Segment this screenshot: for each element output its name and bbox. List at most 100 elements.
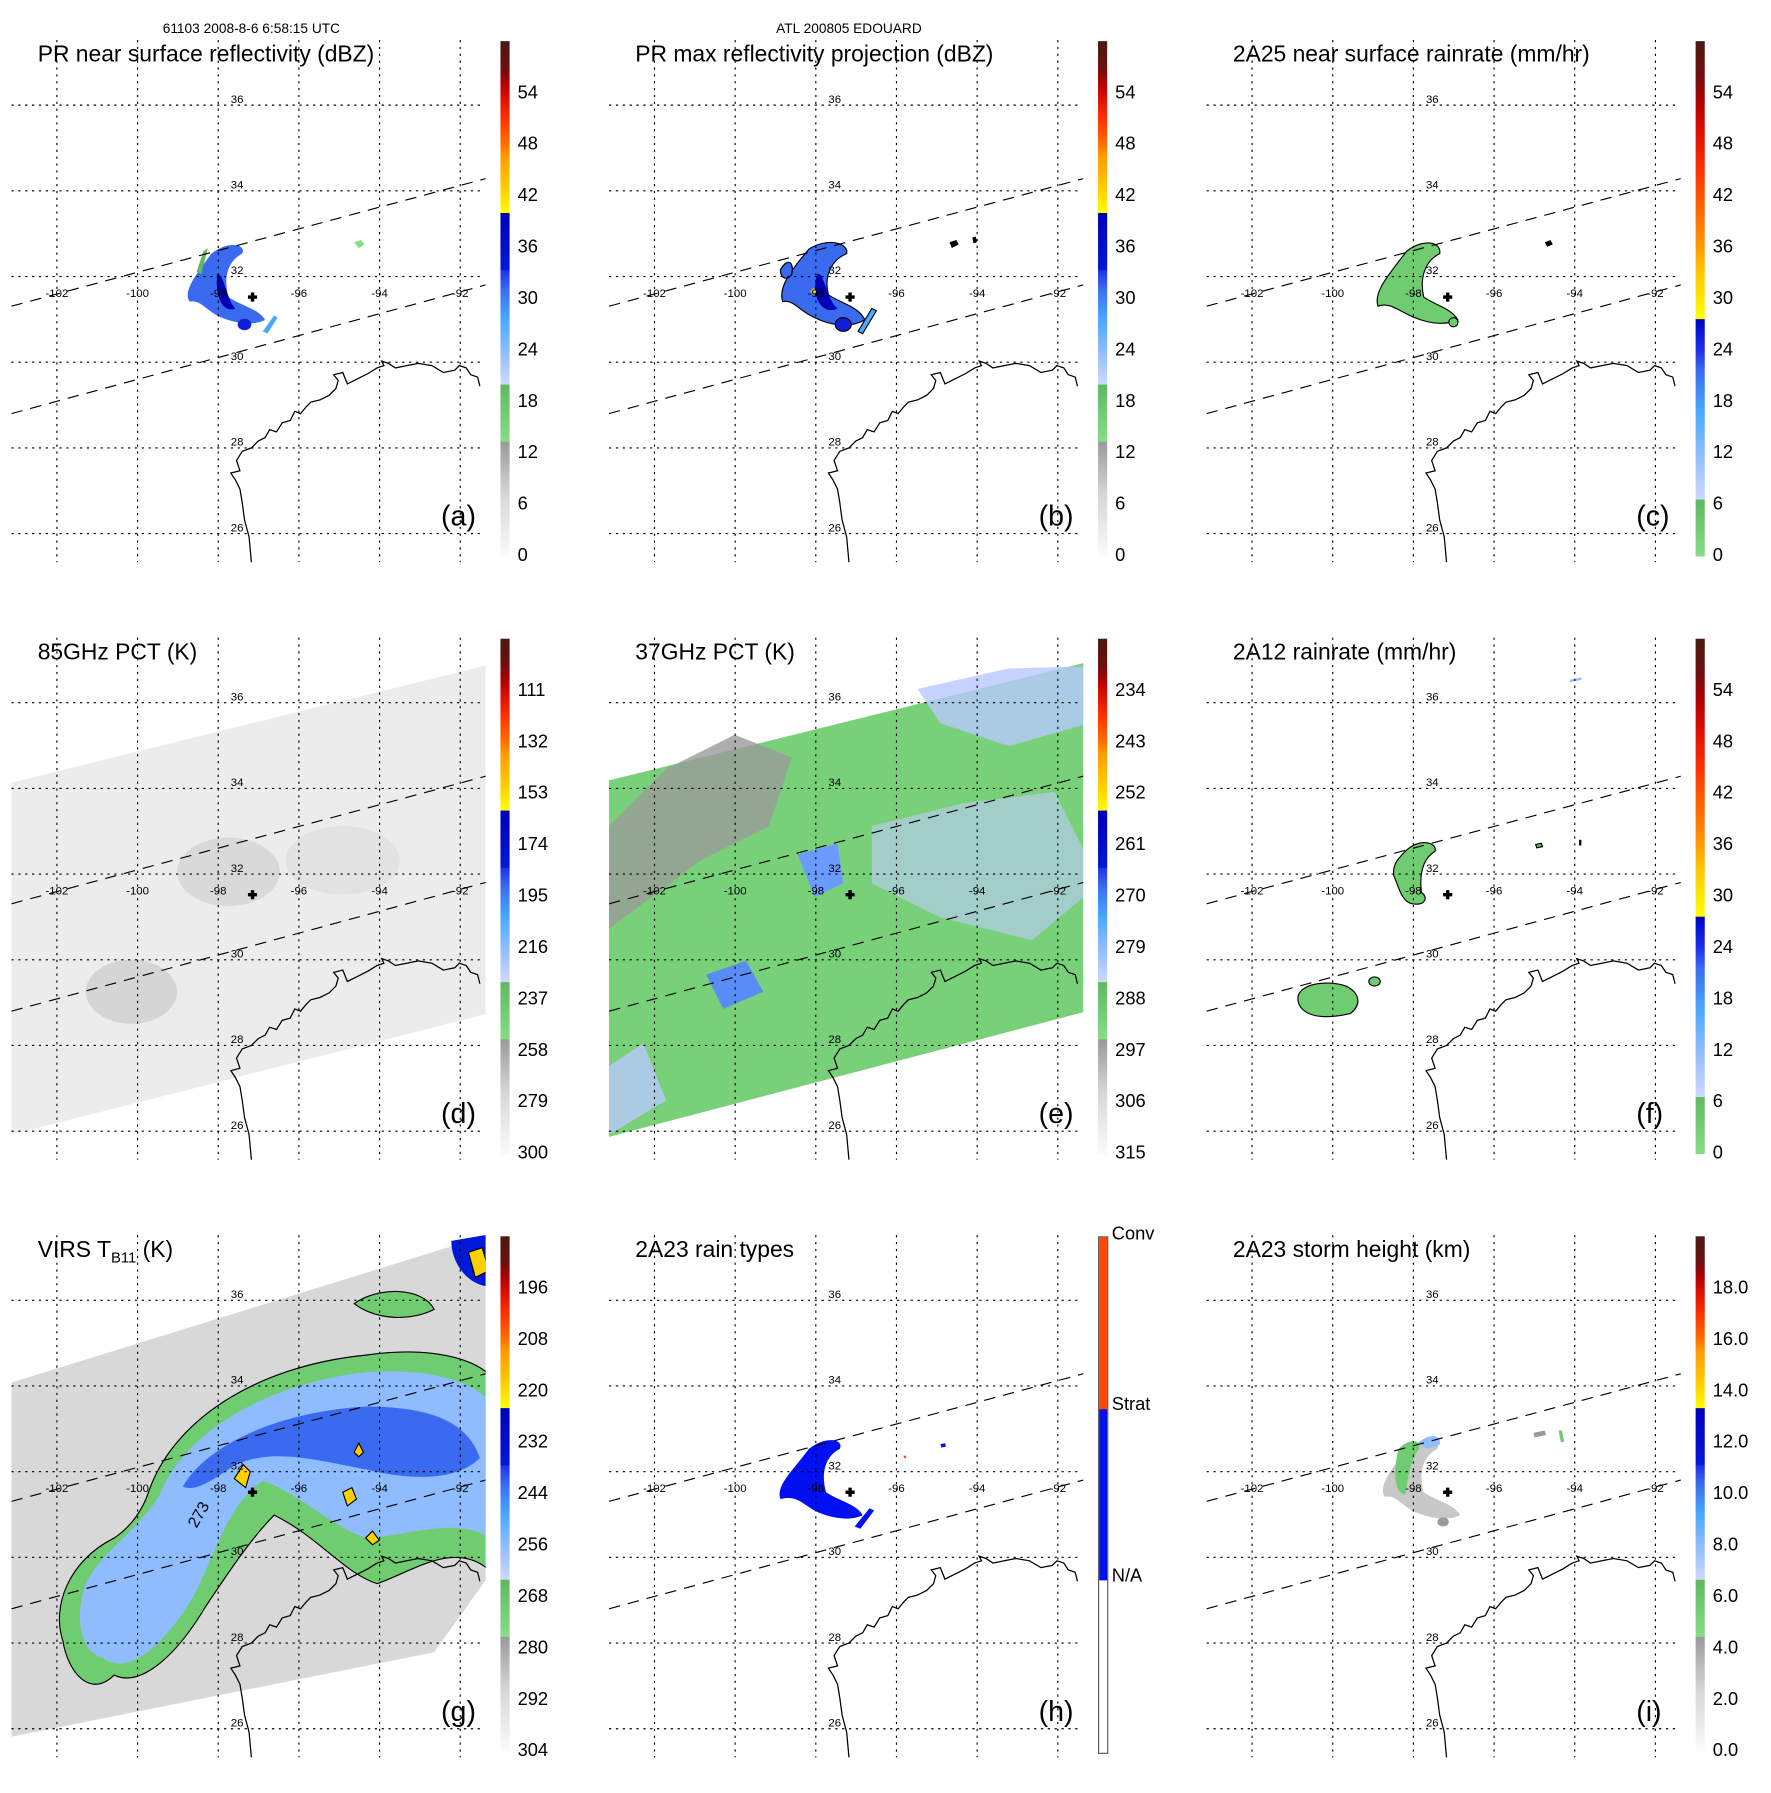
colorbar-label: 54 <box>1712 83 1734 103</box>
lon-label: -102 <box>45 1483 68 1495</box>
colorbar-label: 24 <box>1115 340 1136 360</box>
lon-label: -102 <box>45 288 68 300</box>
colorbar-label: 258 <box>517 1040 549 1061</box>
colorbar-label: 6 <box>1712 494 1723 515</box>
lon-label: -94 <box>1566 288 1583 300</box>
colorbar <box>1695 638 1705 1155</box>
colorbar-label: 279 <box>1115 938 1146 958</box>
colorbar-label: 280 <box>517 1638 549 1658</box>
lat-label: 36 <box>1426 1289 1439 1301</box>
precip-field <box>834 317 852 332</box>
colorbar-label: 297 <box>1115 1040 1146 1061</box>
lon-label: -102 <box>1241 886 1264 898</box>
lat-label: 26 <box>1426 1717 1439 1729</box>
lon-label: -100 <box>1321 288 1344 300</box>
colorbar-label: 256 <box>517 1535 549 1556</box>
colorbar <box>1695 41 1705 557</box>
coastline <box>827 957 1079 1160</box>
lat-label: 30 <box>1426 948 1439 960</box>
colorbar-label: 232 <box>517 1432 549 1453</box>
lat-label: 36 <box>231 691 244 703</box>
lon-label: -94 <box>1566 1483 1583 1495</box>
storm-center-cross-icon <box>1443 1487 1453 1497</box>
colorbar-label: 6 <box>1712 1092 1723 1112</box>
colorbar-label: 153 <box>517 783 549 804</box>
panel-title: PR max reflectivity projection (dBZ) <box>635 42 993 68</box>
title-text: 2A23 storm height (km) <box>1232 1237 1471 1263</box>
colorbar-label: 220 <box>517 1381 549 1401</box>
lon-label: -98 <box>1405 1483 1421 1495</box>
lat-label: 30 <box>828 1546 841 1558</box>
precip-field <box>779 1440 863 1519</box>
lon-label: -92 <box>1050 1483 1067 1495</box>
colorbar-label: 36 <box>517 237 538 258</box>
precip-field <box>1368 976 1381 987</box>
lon-label: -94 <box>371 288 388 300</box>
storm-center-cross-icon <box>1443 292 1453 302</box>
colorbar-label: 12.0 <box>1712 1432 1749 1453</box>
lon-label: -100 <box>724 886 747 898</box>
lon-label: -92 <box>452 288 469 300</box>
precip-field <box>187 245 266 324</box>
panel-title: PR near surface reflectivity (dBZ) <box>38 42 375 68</box>
lon-label: -96 <box>291 1483 308 1495</box>
coastline <box>229 1555 481 1758</box>
map-i: 36 34 32 30 28 26 -102 -100 -98 -96 -94 -92 <box>1206 1235 1681 1758</box>
pr-swath-edge <box>11 1479 486 1610</box>
lat-label: 36 <box>828 94 841 106</box>
lat-label: 28 <box>1426 437 1439 449</box>
colorbar-label: 6 <box>517 494 528 515</box>
precip-field <box>1376 242 1459 324</box>
colorbar-label: 48 <box>1712 134 1734 155</box>
colorbar-label: 54 <box>517 83 538 103</box>
lon-label: -100 <box>126 1483 149 1495</box>
precip-field <box>815 273 838 311</box>
title-text: 85GHz PCT (K) <box>37 639 198 665</box>
colorbar-label: 8.0 <box>1712 1535 1739 1556</box>
colorbar-label: 16.0 <box>1712 1329 1749 1350</box>
colorbar <box>500 638 510 1155</box>
lat-label: 32 <box>828 1460 841 1472</box>
panel-title: 2A23 rain types <box>635 1237 794 1263</box>
lat-label: 36 <box>1426 94 1439 106</box>
colorbar-label: 36 <box>1712 237 1734 258</box>
precip-field <box>1448 317 1459 328</box>
precip-field <box>903 1455 907 1458</box>
pr-swath-edge <box>11 284 486 415</box>
lat-label: 34 <box>231 1375 244 1387</box>
lon-label: -94 <box>371 1483 388 1495</box>
lat-label: 26 <box>828 1717 841 1729</box>
storm-center-cross-icon <box>247 890 258 900</box>
colorbar-label: 244 <box>517 1484 549 1504</box>
pr-swath-edge <box>11 178 486 307</box>
colorbar-label: 315 <box>1115 1143 1146 1164</box>
pr-swath-edge <box>1206 881 1681 1012</box>
colorbar-label: 18 <box>1712 391 1734 412</box>
lat-label: 26 <box>1426 1120 1439 1132</box>
lat-label: 26 <box>231 1120 244 1132</box>
orbit-time-label: 61103 2008-8-6 6:58:15 UTC <box>162 20 341 37</box>
panel-title: 85GHz PCT (K) <box>38 640 198 666</box>
title-text: VIRS T <box>37 1237 111 1263</box>
colorbar-label: 292 <box>517 1689 549 1710</box>
colorbar-label: 111 <box>517 680 546 701</box>
lat-label: 32 <box>231 1460 244 1472</box>
panel-letter: (b) <box>1038 500 1074 533</box>
colorbar-label: 279 <box>517 1092 549 1112</box>
lat-label: 34 <box>1426 1375 1439 1387</box>
storm-center-cross-icon <box>247 1487 258 1497</box>
title-text: PR max reflectivity projection (dBZ) <box>635 42 994 68</box>
lon-label: -92 <box>452 886 469 898</box>
precip-field <box>810 287 817 295</box>
lon-label: -94 <box>969 288 986 300</box>
lat-label: 26 <box>231 1717 244 1729</box>
precip-field <box>1297 982 1359 1018</box>
lat-label: 32 <box>1426 265 1439 277</box>
colorbar-label: 2.0 <box>1712 1689 1739 1710</box>
pr-swath-edge <box>609 1479 1084 1610</box>
title-text: 2A23 rain types <box>635 1237 795 1263</box>
panel-letter: (e) <box>1038 1098 1074 1131</box>
panel-f: 36 34 32 30 28 26 -102 -100 -98 -96 -94 -92 2A12 rai… <box>1195 598 1771 1196</box>
lon-label: -102 <box>1241 1483 1264 1495</box>
